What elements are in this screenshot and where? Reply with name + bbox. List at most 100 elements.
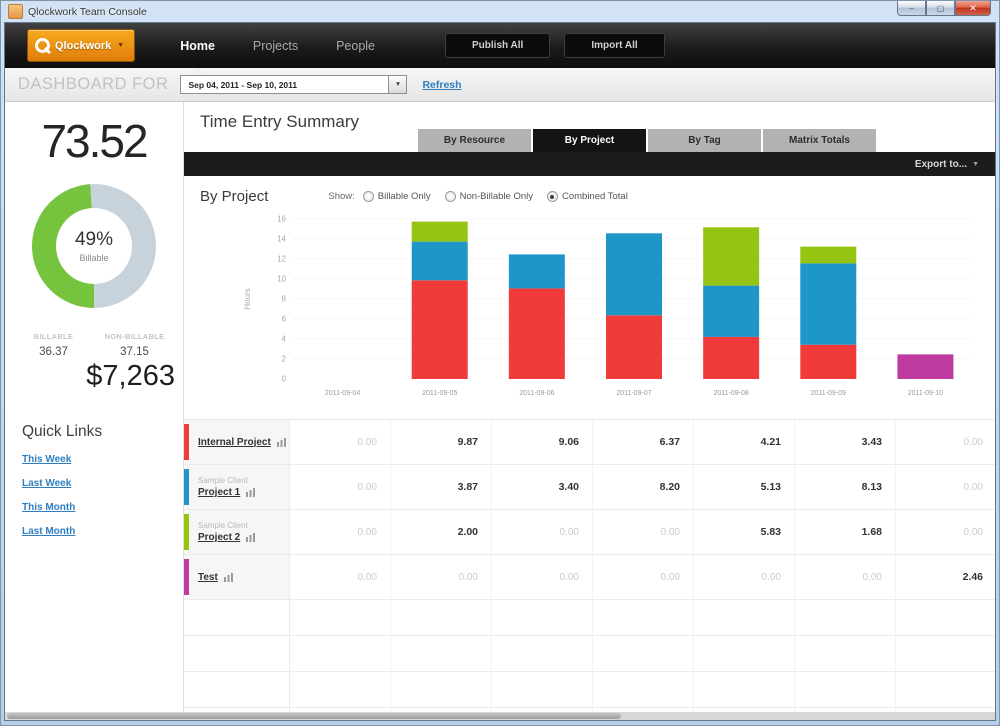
main-header: Time Entry Summary By Resource By Project… <box>184 102 995 152</box>
project-name: Project 2 <box>198 532 241 543</box>
series-color-swatch <box>184 559 189 595</box>
chevron-down-icon: ▼ <box>972 160 979 168</box>
brand-menu-button[interactable]: Qlockwork ▼ <box>27 29 136 62</box>
radio-billable-only[interactable]: Billable Only <box>362 191 431 202</box>
svg-text:2011-09-07: 2011-09-07 <box>616 390 651 397</box>
publish-all-button[interactable]: Publish All <box>445 33 551 58</box>
tab-by-tag[interactable]: By Tag <box>648 129 761 152</box>
hours-cell: 1.68 <box>795 510 896 554</box>
empty-cell <box>593 708 694 712</box>
horizontal-scrollbar[interactable] <box>5 712 995 720</box>
svg-text:16: 16 <box>277 215 286 224</box>
svg-text:2011-09-09: 2011-09-09 <box>811 390 846 397</box>
tab-by-resource[interactable]: By Resource <box>418 129 531 152</box>
radio-non-billable-only[interactable]: Non-Billable Only <box>444 191 533 202</box>
project-link[interactable]: Project 2 <box>198 532 289 543</box>
svg-text:2011-09-04: 2011-09-04 <box>325 390 360 397</box>
project-link[interactable]: Test <box>198 572 289 583</box>
import-all-button[interactable]: Import All <box>564 33 665 58</box>
hours-cell: 0.00 <box>593 555 694 599</box>
maximize-button[interactable]: ▢ <box>926 1 955 16</box>
date-range-input[interactable]: Sep 04, 2011 - Sep 10, 2011 <box>180 75 390 94</box>
project-label-cell: Internal Project <box>184 420 290 464</box>
dashboard-bar: DASHBOARD FOR Sep 04, 2011 - Sep 10, 201… <box>5 68 995 102</box>
radio-label: Non-Billable Only <box>459 191 533 202</box>
quick-links-section: Quick Links This Week Last Week This Month… <box>22 423 183 537</box>
radio-combined-total[interactable]: Combined Total <box>546 191 628 202</box>
stat-value: 37.15 <box>120 346 149 358</box>
stat-value: 36.37 <box>39 346 68 358</box>
summary-table: Internal Project 0.00 9.87 9.06 6.37 4.21 3.43… <box>184 419 995 712</box>
empty-cell <box>391 636 492 671</box>
nav-item-home[interactable]: Home <box>180 38 215 74</box>
stat-billable: BILLABLE 36.37 <box>13 332 94 358</box>
quick-link-this-month[interactable]: This Month <box>22 502 76 513</box>
project-link[interactable]: Internal Project <box>198 437 289 448</box>
refresh-link[interactable]: Refresh <box>422 78 462 91</box>
empty-cell <box>290 600 391 635</box>
total-hours: 73.52 <box>41 115 148 167</box>
stat-label: NON-BILLABLE <box>104 332 165 341</box>
export-to-link[interactable]: Export to... <box>914 158 968 170</box>
series-color-swatch <box>184 514 189 550</box>
brand-q-icon <box>35 38 50 53</box>
client-name: Sample Client <box>198 521 248 530</box>
svg-text:12: 12 <box>277 255 286 264</box>
table-row: Internal Project 0.00 9.87 9.06 6.37 4.21 3.43… <box>184 420 995 465</box>
quick-link-this-week[interactable]: This Week <box>22 454 72 465</box>
project-name: Internal Project <box>198 436 271 448</box>
radio-icon <box>362 191 374 202</box>
mini-chart-icon <box>246 488 256 497</box>
hours-cell: 5.13 <box>694 465 795 509</box>
quick-link-last-week[interactable]: Last Week <box>22 478 72 489</box>
empty-cell <box>290 708 391 712</box>
billable-stats: BILLABLE 36.37 NON-BILLABLE 37.15 <box>5 332 183 358</box>
empty-label-cell <box>184 708 290 712</box>
empty-table-row <box>184 672 995 708</box>
donut-center: 49% Billable <box>56 208 132 284</box>
empty-cell <box>290 672 391 707</box>
quick-links-list: This Week Last Week This Month Last Month <box>22 454 183 537</box>
top-nav: Qlockwork ▼ Home Projects People Publish A… <box>5 23 995 74</box>
stacked-bar-chart: 0 2 4 6 8 10 12 14 16 Hours 2011-09-04 2011-09-05 20… <box>243 215 974 397</box>
show-radio-group: Billable Only Non-Billable Only Combined T… <box>362 191 628 202</box>
hours-cell: 8.20 <box>593 465 694 509</box>
hours-cell: 0.00 <box>896 420 995 464</box>
empty-cell <box>492 708 593 712</box>
nav-item-projects[interactable]: Projects <box>252 38 299 53</box>
table-row: Sample Client Project 2 0.00 2.00 0.00 0.00 5.… <box>184 510 995 555</box>
empty-table-row <box>184 708 995 712</box>
hours-cell: 0.00 <box>593 510 694 554</box>
project-label-cell: Sample Client Project 1 <box>184 465 290 509</box>
title-bar: Qlockwork Team Console <box>1 1 999 22</box>
empty-table-row <box>184 600 995 636</box>
project-label-cell: Sample Client Project 2 <box>184 510 290 554</box>
by-project-panel: By Project Show: Billable Only Non-Billab… <box>184 176 995 712</box>
hours-cell: 0.00 <box>694 555 795 599</box>
project-label-cell: Test <box>184 555 290 599</box>
radio-label: Combined Total <box>561 191 628 202</box>
quick-link-last-month[interactable]: Last Month <box>22 526 76 537</box>
radio-icon <box>444 191 456 202</box>
minimize-button[interactable]: – <box>897 1 926 16</box>
radio-label: Billable Only <box>377 191 431 202</box>
svg-text:2: 2 <box>282 355 287 364</box>
chart-wrap: 0 2 4 6 8 10 12 14 16 Hours 2011-09-04 2011-09-05 20… <box>236 209 995 409</box>
empty-cell <box>391 672 492 707</box>
empty-label-cell <box>184 636 290 671</box>
window-title: Qlockwork Team Console <box>28 5 147 18</box>
hours-cell: 0.00 <box>492 510 593 554</box>
nav-item-people[interactable]: People <box>336 38 376 53</box>
mini-chart-icon <box>276 437 286 447</box>
date-dropdown-button[interactable]: ▼ <box>389 75 408 94</box>
empty-cell <box>492 600 593 635</box>
radio-icon <box>546 191 558 202</box>
export-bar[interactable]: Export to... ▼ <box>184 152 995 176</box>
tab-by-project[interactable]: By Project <box>533 129 646 152</box>
scrollbar-thumb[interactable] <box>7 713 621 719</box>
close-button[interactable]: ✕ <box>955 1 991 16</box>
empty-cell <box>795 672 896 707</box>
empty-cell <box>694 708 795 712</box>
project-link[interactable]: Project 1 <box>198 487 289 498</box>
tab-matrix-totals[interactable]: Matrix Totals <box>763 129 876 152</box>
